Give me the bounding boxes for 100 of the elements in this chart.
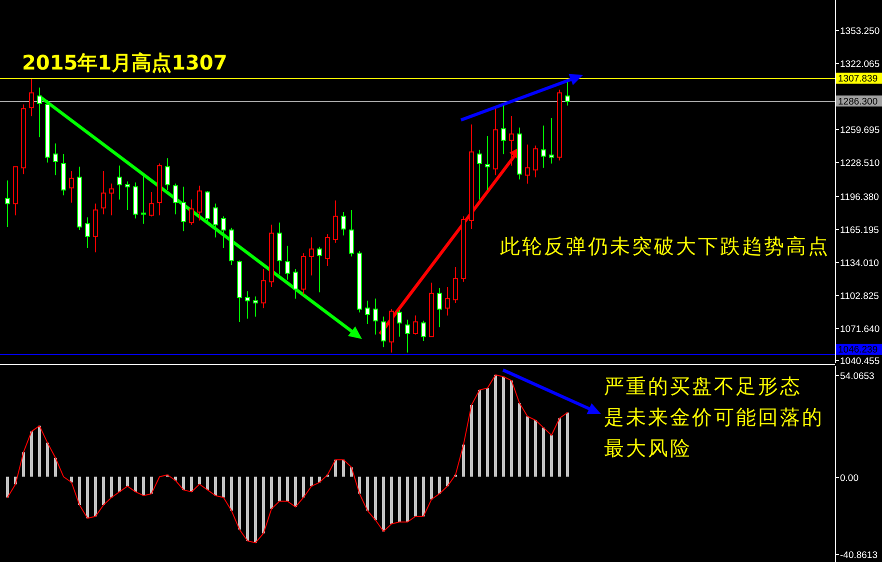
bar — [286, 476, 289, 502]
bar — [366, 476, 369, 511]
bar — [406, 476, 409, 522]
candlestick — [149, 192, 154, 217]
bar — [494, 374, 497, 477]
bar — [182, 476, 185, 490]
candlestick — [397, 310, 402, 338]
candlestick — [365, 300, 370, 324]
bar — [134, 476, 137, 492]
bar — [486, 388, 489, 477]
bar — [534, 420, 537, 477]
bar — [38, 426, 41, 477]
bar — [30, 431, 33, 477]
bar — [358, 476, 361, 494]
bar — [558, 418, 561, 477]
candlestick — [181, 186, 186, 232]
candlestick — [381, 316, 386, 348]
bar — [254, 476, 257, 543]
candlestick — [309, 236, 314, 276]
bar — [54, 458, 57, 477]
candlestick — [405, 319, 410, 353]
candlestick — [565, 82, 570, 106]
y-tick-label: 1353.250 — [840, 26, 880, 37]
bar — [470, 405, 473, 477]
bar — [374, 476, 377, 520]
y-tick-label: 1196.380 — [840, 192, 879, 203]
candlestick — [189, 198, 194, 226]
annotation: 2015年1月高点1307 — [22, 50, 228, 74]
candlestick — [477, 149, 482, 200]
y-tick-label: 0.00 — [840, 472, 858, 484]
candlestick — [117, 165, 122, 200]
bar — [142, 476, 145, 496]
bar — [86, 476, 89, 518]
candlestick — [317, 246, 322, 293]
candlestick — [541, 125, 546, 168]
y-tick-label: -40.8613 — [840, 550, 878, 561]
candlestick — [549, 118, 554, 164]
bar — [438, 476, 441, 494]
bar — [542, 428, 545, 477]
bar — [398, 476, 401, 522]
bar — [550, 435, 553, 477]
candlestick — [253, 296, 258, 318]
candlestick — [85, 216, 90, 248]
candlestick — [37, 87, 42, 138]
y-tick-label: 1040.455 — [840, 356, 880, 367]
bar — [238, 476, 241, 530]
candlestick — [333, 200, 338, 244]
bar — [302, 476, 305, 498]
candlestick — [69, 170, 74, 204]
candlestick — [285, 245, 290, 280]
bar — [526, 416, 529, 477]
ref-line-label: 1286.300 — [838, 96, 878, 108]
bar — [230, 476, 233, 511]
bar — [270, 476, 273, 509]
candlestick — [525, 144, 530, 184]
bar — [262, 476, 265, 534]
candlestick — [197, 185, 202, 222]
candlestick — [141, 174, 146, 224]
bar — [446, 476, 449, 486]
bar — [206, 476, 209, 490]
bar — [278, 476, 281, 502]
bar — [502, 376, 505, 477]
bar — [198, 476, 201, 484]
candlestick — [29, 78, 34, 117]
candlestick — [509, 116, 514, 166]
bar — [478, 390, 481, 477]
bar — [70, 476, 73, 482]
candlestick — [261, 268, 266, 309]
line-series — [7, 374, 568, 544]
bar — [382, 476, 385, 532]
candlestick — [325, 234, 330, 266]
candlestick — [245, 290, 250, 320]
bar — [110, 476, 113, 498]
candlestick — [213, 203, 218, 238]
bar — [462, 444, 465, 477]
bar — [334, 460, 337, 477]
candlestick — [421, 320, 426, 342]
bar — [78, 476, 81, 506]
candlestick — [101, 170, 106, 215]
bar — [294, 476, 297, 507]
bar — [6, 476, 9, 498]
candlestick — [53, 143, 58, 176]
candlestick — [437, 288, 442, 328]
annotation: 此轮反弹仍未突破大下跌趋势高点 — [500, 234, 830, 258]
bar — [190, 476, 193, 492]
ref-line-label: 1046.239 — [838, 344, 878, 356]
bar — [102, 476, 105, 506]
bar — [22, 452, 25, 477]
bar — [222, 476, 225, 498]
bar — [94, 476, 97, 516]
candlestick — [445, 286, 450, 316]
bar — [150, 476, 153, 494]
y-tick-label: 1134.010 — [840, 258, 879, 269]
bar — [430, 476, 433, 500]
bar — [510, 380, 513, 477]
bar — [566, 412, 569, 477]
annotation: 最大风险 — [604, 436, 692, 460]
candlestick — [341, 212, 346, 236]
candlestick — [349, 209, 354, 257]
bar — [46, 442, 49, 477]
